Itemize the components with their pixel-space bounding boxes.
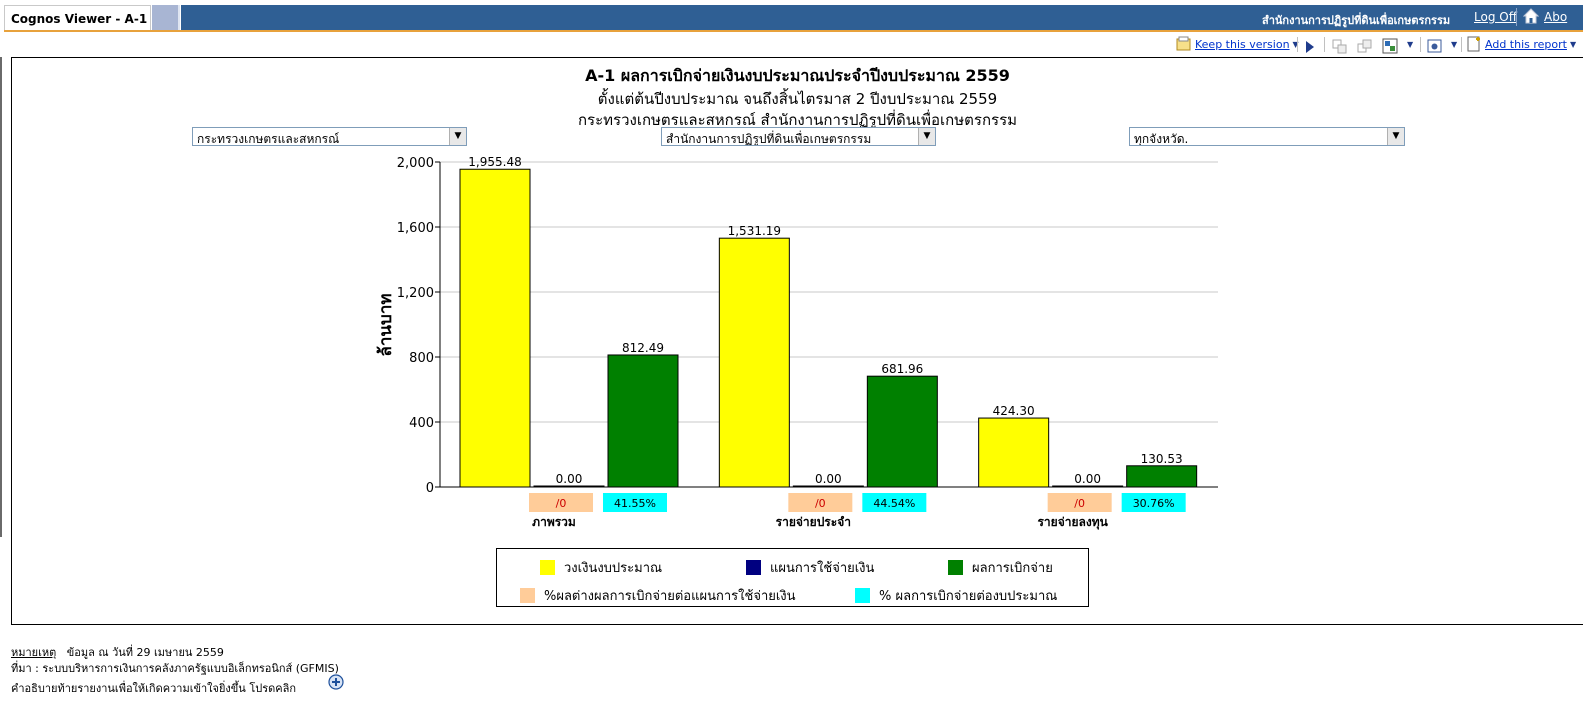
tab-spacer bbox=[152, 5, 178, 31]
legend-swatch bbox=[948, 560, 963, 575]
legend-swatch bbox=[746, 560, 761, 575]
frame-edge bbox=[0, 57, 2, 537]
plus-circle-icon[interactable] bbox=[328, 674, 344, 690]
department-select-value: สำนักงานการปฏิรูปที่ดินเพื่อเกษตรกรรม bbox=[666, 132, 872, 146]
report-toolbar: Keep this version ▼ ▼ ▼ Add this report ▼ bbox=[0, 34, 1583, 54]
drill-up-icon[interactable] bbox=[1356, 36, 1374, 56]
keep-version-icon bbox=[1176, 36, 1191, 51]
drill-down-icon[interactable] bbox=[1331, 36, 1349, 56]
province-select[interactable]: ทุกจังหวัด. ▼ bbox=[1129, 127, 1405, 146]
chevron-down-icon[interactable]: ▼ bbox=[1407, 39, 1414, 49]
report-subtitle-period: ตั้งแต่ต้นปีงบประมาณ จนถึงสิ้นไตรมาส 2 ป… bbox=[597, 90, 998, 108]
toolbar-separator bbox=[1297, 37, 1298, 52]
add-report-icon bbox=[1467, 36, 1480, 52]
home-icon[interactable] bbox=[1523, 8, 1539, 24]
legend-item: ผลการเบิกจ่าย bbox=[948, 557, 1053, 578]
report-subtitle-agency: กระทรวงเกษตรและสหกรณ์ สำนักงานการปฏิรูปท… bbox=[577, 111, 1018, 129]
header-accent-line bbox=[4, 30, 1583, 32]
view-format-icon[interactable] bbox=[1427, 36, 1443, 56]
legend-swatch bbox=[855, 588, 870, 603]
chevron-down-icon[interactable]: ▼ bbox=[918, 128, 935, 145]
legend-item: %ผลต่างผลการเบิกจ่ายต่อแผนการใช้จ่ายเงิน bbox=[520, 585, 796, 606]
about-link[interactable]: Abo bbox=[1544, 10, 1568, 24]
legend-label: %ผลต่างผลการเบิกจ่ายต่อแผนการใช้จ่ายเงิน bbox=[544, 589, 796, 604]
org-name: สำนักงานการปฏิรูปที่ดินเพื่อเกษตรกรรม bbox=[1262, 14, 1451, 27]
footer-explain: คำอธิบายท้ายรายงานเพื่อให้เกิดความเข้าใจ… bbox=[11, 682, 297, 695]
run-icon[interactable] bbox=[1304, 37, 1316, 57]
keep-version-label[interactable]: Keep this version bbox=[1195, 37, 1290, 51]
header-bar bbox=[181, 5, 1583, 31]
legend-swatch bbox=[540, 560, 555, 575]
ministry-select[interactable]: กระทรวงเกษตรและสหกรณ์ ▼ bbox=[192, 127, 467, 146]
header-separator bbox=[1516, 8, 1517, 26]
toolbar-separator bbox=[1324, 37, 1325, 52]
add-report-button[interactable]: Add this report ▼ bbox=[1467, 34, 1576, 54]
add-report-label[interactable]: Add this report bbox=[1485, 37, 1567, 51]
window-tab[interactable]: Cognos Viewer - A-1 bbox=[4, 5, 151, 31]
tab-divider bbox=[178, 5, 180, 31]
province-select-value: ทุกจังหวัด. bbox=[1134, 132, 1189, 146]
chevron-down-icon[interactable]: ▼ bbox=[1451, 39, 1458, 49]
toolbar-separator bbox=[1420, 37, 1421, 52]
chart-legend: วงเงินงบประมาณ แผนการใช้จ่ายเงิน ผลการเบ… bbox=[496, 548, 1089, 607]
legend-label: ผลการเบิกจ่าย bbox=[972, 561, 1053, 576]
note-label: หมายเหตุ bbox=[11, 646, 57, 659]
ministry-select-value: กระทรวงเกษตรและสหกรณ์ bbox=[197, 132, 340, 146]
legend-label: % ผลการเบิกจ่ายต่องบประมาณ bbox=[879, 589, 1058, 604]
report-title: A-1 ผลการเบิกจ่ายเงินงบประมาณประจำปีงบปร… bbox=[585, 66, 1010, 85]
keep-version-button[interactable]: Keep this version ▼ bbox=[1176, 34, 1299, 54]
legend-item: วงเงินงบประมาณ bbox=[540, 557, 662, 578]
legend-label: แผนการใช้จ่ายเงิน bbox=[770, 561, 875, 576]
legend-item: แผนการใช้จ่ายเงิน bbox=[746, 557, 874, 578]
title-bar: Cognos Viewer - A-1 สำนักงานการปฏิรูปที่… bbox=[0, 0, 1583, 34]
related-links-icon[interactable] bbox=[1382, 36, 1400, 56]
legend-label: วงเงินงบประมาณ bbox=[564, 561, 663, 576]
chevron-down-icon[interactable]: ▼ bbox=[1569, 39, 1577, 49]
legend-item: % ผลการเบิกจ่ายต่องบประมาณ bbox=[855, 585, 1057, 606]
report-frame bbox=[11, 57, 1583, 625]
footer-source: ที่มา : ระบบบริหารการเงินการคลังภาครัฐแบ… bbox=[11, 662, 339, 675]
chevron-down-icon[interactable]: ▼ bbox=[1387, 128, 1404, 145]
window-tab-title: Cognos Viewer - A-1 bbox=[11, 12, 148, 26]
legend-swatch bbox=[520, 588, 535, 603]
note-text: ข้อมูล ณ วันที่ 29 เมษายน 2559 bbox=[66, 646, 224, 659]
department-select[interactable]: สำนักงานการปฏิรูปที่ดินเพื่อเกษตรกรรม ▼ bbox=[661, 127, 936, 146]
chevron-down-icon[interactable]: ▼ bbox=[449, 128, 466, 145]
logoff-link[interactable]: Log Off bbox=[1474, 10, 1517, 24]
chevron-down-icon[interactable]: ▼ bbox=[1292, 39, 1299, 49]
footer-note: หมายเหตุ ข้อมูล ณ วันที่ 29 เมษายน 2559 bbox=[11, 643, 224, 661]
toolbar-separator bbox=[1461, 37, 1462, 52]
